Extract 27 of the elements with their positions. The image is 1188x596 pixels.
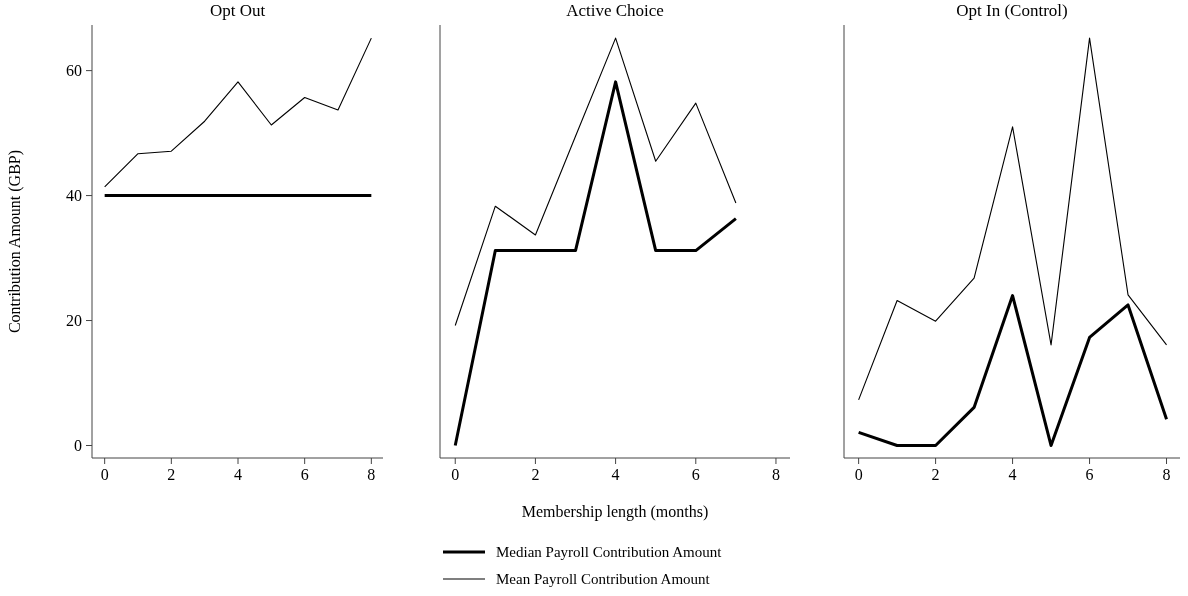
x-tick-label: 0 <box>451 466 460 483</box>
x-tick-label: 2 <box>531 466 540 483</box>
y-tick-label: 20 <box>66 311 82 329</box>
x-axis-title: Membership length (months) <box>521 503 709 521</box>
chart-title: Opt In (Control) <box>956 1 1068 20</box>
x-tick-label: 0 <box>100 466 109 483</box>
y-tick-label: 40 <box>66 186 82 204</box>
x-tick-label: 0 <box>854 466 863 483</box>
x-tick-label: 6 <box>300 466 309 483</box>
line-series <box>104 37 372 188</box>
x-tick-label: 2 <box>167 466 176 483</box>
chart-title: Active Choice <box>566 1 664 20</box>
x-tick-label: 6 <box>691 466 700 483</box>
y-axis-title: Contribution Amount (GBP) <box>6 149 24 334</box>
x-tick-label: 4 <box>1008 466 1017 483</box>
y-tick-label: 0 <box>74 436 82 454</box>
y-tick-label: 60 <box>66 61 82 79</box>
chart-title: Opt Out <box>209 1 266 20</box>
x-tick-label: 2 <box>931 466 940 483</box>
x-tick-label: 6 <box>1085 466 1094 483</box>
x-tick-label: 8 <box>367 466 376 483</box>
x-tick-label: 4 <box>611 466 620 483</box>
legend-label: Mean Payroll Contribution Amount <box>496 571 711 587</box>
x-tick-label: 8 <box>1162 466 1171 483</box>
x-tick-label: 4 <box>234 466 242 483</box>
legend-label: Median Payroll Contribution Amount <box>496 544 723 560</box>
x-tick-label: 8 <box>771 466 780 483</box>
